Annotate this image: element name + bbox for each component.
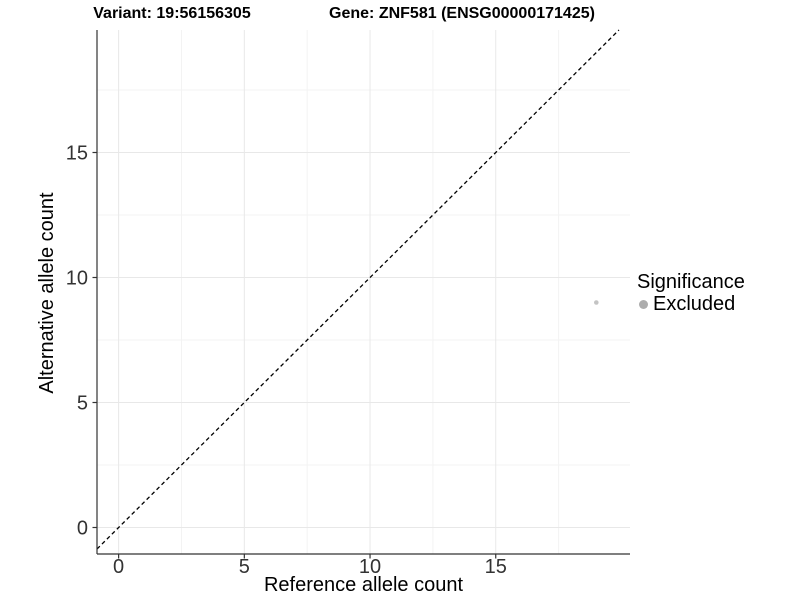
x-tick-label: 10 <box>359 556 381 578</box>
x-tick-label: 0 <box>113 556 124 578</box>
y-tick-label: 5 <box>77 393 88 415</box>
legend: Significance Excluded <box>637 271 745 315</box>
legend-point-icon <box>639 299 648 309</box>
identity-line <box>96 29 620 550</box>
y-axis-title: Alternative allele count <box>36 192 58 394</box>
x-tick-label: 15 <box>485 556 507 578</box>
gene-title: Gene: ZNF581 (ENSG00000171425) <box>329 5 595 22</box>
variant-title: Variant: 19:56156305 <box>93 5 251 22</box>
y-tick-label: 0 <box>77 518 88 540</box>
legend-entry-label: Excluded <box>653 293 736 315</box>
x-axis-title: Reference allele count <box>263 574 463 596</box>
x-tick-label: 5 <box>239 556 250 578</box>
y-tick-label: 10 <box>66 268 88 290</box>
data-point <box>594 300 599 305</box>
y-tick-label: 15 <box>66 143 88 165</box>
legend-entry-excluded: Excluded <box>639 293 745 315</box>
legend-title: Significance <box>637 271 745 293</box>
